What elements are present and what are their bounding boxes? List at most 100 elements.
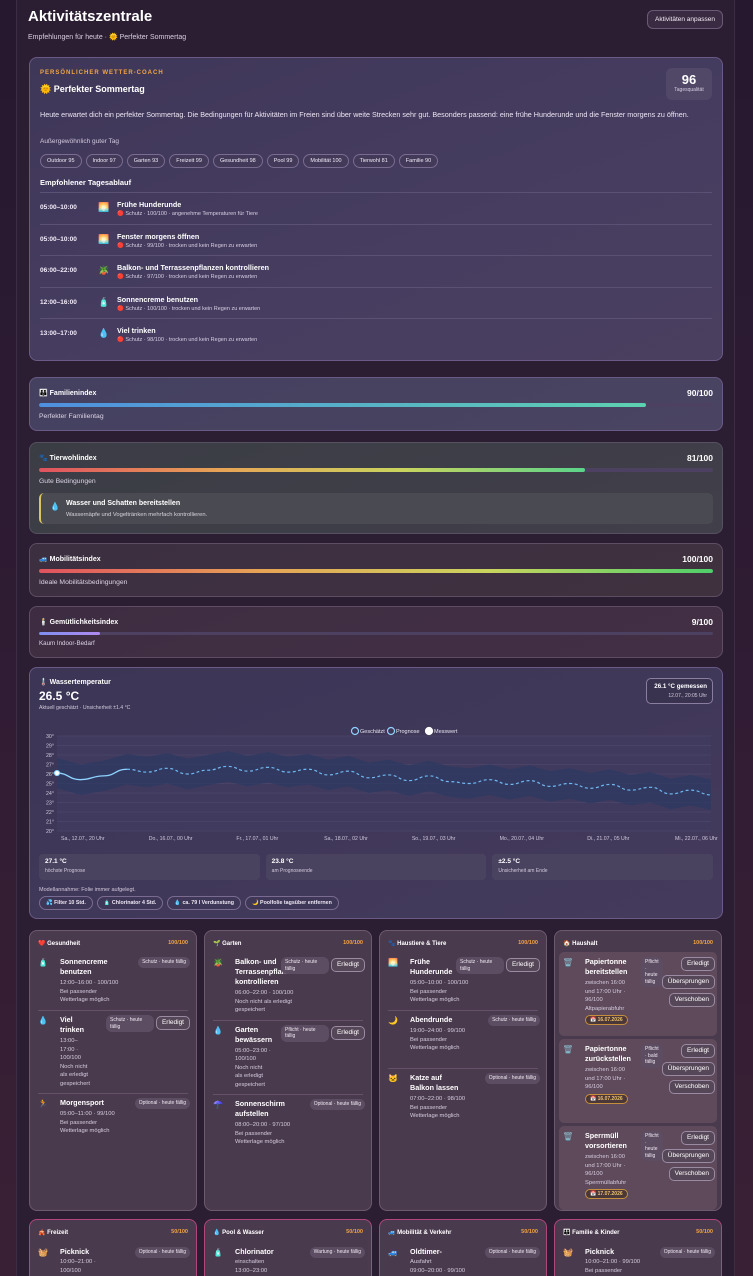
pool-tag[interactable]: 💦 Filter 10 Std. xyxy=(39,896,93,910)
task-item[interactable]: 🗑️ Papiertonne zurückstellen zwischen 16:00… xyxy=(563,1044,715,1128)
task-item[interactable]: 🌅 Frühe Hunderunde 05:00–10:00 · 100/100 Bei… xyxy=(388,957,540,1007)
schedule-time: 05:00–10:00 xyxy=(40,204,77,211)
task-badge: Pflicht · heute fällig xyxy=(641,957,663,987)
y-tick-label: 27° xyxy=(46,763,54,769)
task-item[interactable]: 🏃 Morgensport 05:00–11:00 · 99/100 Bei pass… xyxy=(38,1098,190,1148)
task-meta-line: 10:00–21:00 · xyxy=(60,1259,96,1265)
task-meta-line: gespeichert xyxy=(60,1080,90,1087)
stat-value: ±2.5 °C xyxy=(498,858,521,865)
stat-label: Unsicherheit am Ende xyxy=(498,868,548,874)
schedule-row[interactable]: 05:00–10:00 🌅 Fenster morgens öffnen 🔴 Schu… xyxy=(40,223,712,256)
task-item[interactable]: 🚙 Oldtimer- Ausfahrt 09:00–20:00 · 99/100 Op… xyxy=(388,1247,540,1276)
task-action-button[interactable]: Erledigt xyxy=(680,957,715,971)
schedule-time: 12:00–16:00 xyxy=(40,298,77,306)
pool-tag[interactable]: 🌙 Poolfolie tagsüber entfernen xyxy=(244,896,339,910)
task-item[interactable]: 🗑️ Papiertonne bereitstellen zwischen 16:00… xyxy=(563,957,715,1041)
due-date-badge: 📅 17.07.2026 xyxy=(585,1189,628,1199)
schedule-row[interactable]: 12:00–16:00 🧴 Sonnencreme benutzen 🔴 Schutz… xyxy=(40,286,712,319)
category-card: 🚙 Mobilität & Verkehr 50/100 🚙 Oldtimer- Aus… xyxy=(379,1219,547,1276)
task-meta: 10:00–21:00 · 100/100 xyxy=(60,1258,96,1275)
schedule-time: 05:00–10:00 xyxy=(40,235,77,243)
animal-index-bar xyxy=(39,468,713,472)
stat-box: 23.8 °C am Prognoseende xyxy=(265,854,487,880)
task-meta-line: zwischen 16:00 xyxy=(585,980,625,986)
task-item[interactable]: ☂️ Sonnenschirm aufstellen 08:00–20:00 · 97… xyxy=(213,1099,365,1149)
task-item[interactable]: 🐱 Katze auf Balkon lassen 07:00–22:00 · 98/… xyxy=(388,1073,540,1123)
task-item[interactable]: 🌙 Abendrunde 19:00–24:00 · 99/100 Bei passe… xyxy=(388,1015,540,1065)
y-tick-label: 28° xyxy=(46,753,54,759)
score-chip: Familie 90 xyxy=(398,154,439,168)
task-item[interactable]: 🧺 Picknick 10:00–21:00 · 100/100 Optional · … xyxy=(38,1247,190,1276)
task-action-button[interactable]: Verschoben xyxy=(668,1167,715,1181)
task-title: Sperrmüll vorsortieren xyxy=(585,1131,663,1151)
task-meta: 05:00–10:00 · 100/100 Bei passender Wetter… xyxy=(410,979,468,1005)
task-meta: 05:00–23:00 · 100/100 Noch nicht als erledi… xyxy=(235,1047,271,1090)
category-score: 100/100 xyxy=(168,940,188,946)
category-score: 50/100 xyxy=(346,1229,363,1235)
y-tick-label: 23° xyxy=(46,801,54,807)
task-action-button[interactable]: Verschoben xyxy=(668,993,715,1007)
task-title: Sonnencreme benutzen xyxy=(60,957,108,977)
task-item[interactable]: 🗑️ Sperrmüll vorsortieren zwischen 16:00 und… xyxy=(563,1131,715,1215)
done-button[interactable]: Erledigt xyxy=(330,1025,365,1040)
water-temperature-card: 🌡️ Wassertemperatur 26.5 °C Aktuell gesc… xyxy=(29,667,723,919)
task-action-button[interactable]: Übersprungen xyxy=(661,1149,715,1163)
task-item[interactable]: 💧 Viel trinken 13:00– 17:00 · 100/100 Noch nic… xyxy=(38,1015,190,1090)
divider xyxy=(213,1019,363,1021)
pool-tag[interactable]: 💧 ca. 79 l Verdunstung xyxy=(167,896,241,910)
task-title-line: Balkon lassen xyxy=(410,1083,459,1092)
task-badge: Pflicht · heute fällig xyxy=(641,1131,663,1161)
measured-time: 12.07., 20:05 Uhr xyxy=(668,693,707,699)
family-index-card: 👪 Familienindex 90/100 Perfekter Familie… xyxy=(29,377,723,431)
done-button[interactable]: Erledigt xyxy=(155,1016,190,1030)
task-meta-line: als erledigt xyxy=(235,1073,264,1079)
category-title: 🏠 Haushalt xyxy=(563,941,598,947)
schedule-row[interactable]: 13:00–17:00 💧 Viel trinken 🔴 Schutz · 98/10… xyxy=(40,318,712,350)
water-temp-chart: Geschätzt Prognose Messwert 30° 29° 28° 27° 26°… xyxy=(46,726,718,842)
task-item[interactable]: 🧺 Picknick 10:00–21:00 · 99/100 Bei passend… xyxy=(563,1247,715,1276)
animal-index-name: 🐾 Tierwohlindex xyxy=(39,455,97,462)
family-index-bar xyxy=(39,403,713,407)
task-item[interactable]: 🧴 Sonnencreme benutzen 12:00–16:00 · 100/10… xyxy=(38,957,190,1007)
category-card: 🏠 Haushalt 100/100 🗑️ Papiertonne bereitstel… xyxy=(554,930,722,1211)
task-action-button[interactable]: Erledigt xyxy=(680,1044,715,1058)
x-tick-label: Mo., 20.07., 04 Uhr xyxy=(500,836,545,842)
score-chip: Outdoor 95 xyxy=(40,154,82,168)
schedule-row[interactable]: 05:00–10:00 🌅 Frühe Hunderunde 🔴 Schutz · 1… xyxy=(40,192,712,224)
family-index-fill xyxy=(39,403,646,407)
task-meta-line: 100/100 xyxy=(235,1056,256,1062)
task-title-line: Katze auf xyxy=(410,1073,442,1082)
task-badge: Optional · heute fällig xyxy=(484,1073,540,1084)
task-item[interactable]: 💧 Garten bewässern 05:00–23:00 · 100/100 Noch… xyxy=(213,1024,365,1092)
task-action-button[interactable]: Erledigt xyxy=(680,1131,715,1145)
legend-marker xyxy=(386,726,396,736)
schedule-row[interactable]: 06:00–22:00 🪴 Balkon- und Terrassenpflanze… xyxy=(40,255,712,287)
schedule-subtitle: 🔴 Schutz · 98/100 · trocken und kein Reg… xyxy=(117,337,258,343)
task-action-button[interactable]: Übersprungen xyxy=(661,1062,715,1076)
schedule-title: Frühe Hunderunde xyxy=(117,200,182,209)
task-action-button[interactable]: Übersprungen xyxy=(661,975,715,989)
task-icon: 🗑️ xyxy=(563,1132,573,1141)
schedule-time: 06:00–22:00 xyxy=(40,267,77,274)
task-title-line: zurückstellen xyxy=(585,1054,631,1063)
done-button[interactable]: Erledigt xyxy=(330,958,365,972)
water-temp-caption: Aktuell geschätzt · Unsicherheit ±1.4 °C xyxy=(39,705,131,711)
task-item[interactable]: 🧴 Chlorinator einschalten 13:00–23:00 Wartun… xyxy=(213,1247,365,1276)
done-button[interactable]: Erledigt xyxy=(505,958,540,972)
category-score: 50/100 xyxy=(696,1229,713,1235)
mobility-index-text: Ideale Mobilitätsbedingungen xyxy=(39,579,128,586)
task-icon: 🌅 xyxy=(388,958,398,967)
score-chip: Pool 99 xyxy=(266,154,300,168)
score-chip: Freizeit 99 xyxy=(169,154,209,168)
task-meta-line: gespeichert xyxy=(235,1081,265,1088)
task-meta-line: Bei passender xyxy=(235,1130,273,1137)
task-meta: einschalten 13:00–23:00 xyxy=(235,1258,267,1275)
task-item[interactable]: 🪴 Balkon- und Terrassenpflanzen kontrollier… xyxy=(213,957,365,1017)
due-date-badge: 📅 16.07.2026 xyxy=(585,1015,628,1025)
task-title-line: Terrassenpflanzen xyxy=(235,967,298,976)
score-chips: Outdoor 95 Indoor 97 Garten 93 Freizeit 99 G… xyxy=(40,154,439,168)
task-action-button[interactable]: Verschoben xyxy=(668,1080,715,1094)
adjust-activities-button[interactable]: Aktivitäten anpassen xyxy=(647,10,723,29)
pool-tag[interactable]: 🧴 Chlorinator 4 Std. xyxy=(96,896,164,910)
task-badge: Schutz · heute fällig xyxy=(106,1015,154,1032)
